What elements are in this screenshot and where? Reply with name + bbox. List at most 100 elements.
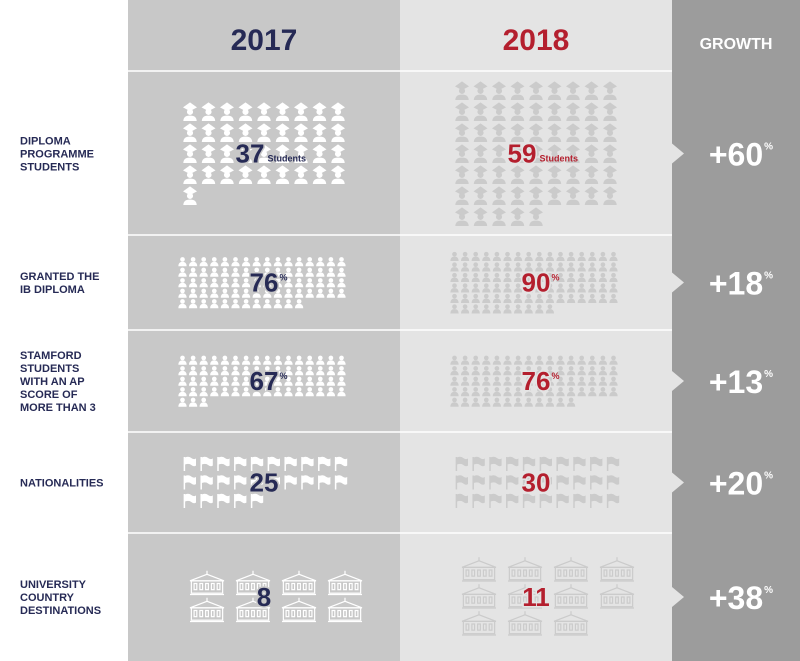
graduate-icon bbox=[547, 144, 562, 163]
person-icon bbox=[492, 387, 502, 397]
person-icon bbox=[284, 355, 293, 365]
flag-icon bbox=[556, 493, 569, 508]
person-icon bbox=[337, 257, 346, 267]
person-icon bbox=[535, 366, 544, 376]
person-icon bbox=[188, 288, 198, 298]
university-building-icon bbox=[599, 557, 635, 582]
flag-icon bbox=[606, 475, 620, 490]
graduate-icon bbox=[312, 144, 327, 163]
stat-row: NATIONALITIES 25 30 +20% bbox=[20, 456, 773, 508]
person-icon bbox=[252, 257, 261, 267]
graduate-icon bbox=[455, 123, 469, 142]
person-icon bbox=[316, 257, 325, 267]
row-label-line: IB DIPLOMA bbox=[20, 284, 85, 296]
person-icon bbox=[284, 376, 293, 386]
person-icon bbox=[471, 251, 480, 261]
flag-icon bbox=[217, 475, 230, 490]
person-icon bbox=[492, 293, 502, 303]
graduate-icon bbox=[183, 186, 197, 205]
graduate-icon bbox=[547, 102, 562, 121]
person-icon bbox=[273, 267, 283, 277]
person-icon bbox=[316, 288, 325, 298]
person-icon bbox=[178, 366, 187, 376]
person-icon bbox=[188, 299, 198, 309]
person-icon bbox=[263, 387, 272, 397]
growth-percent-sign: % bbox=[764, 142, 773, 153]
growth-value: +20 bbox=[709, 466, 763, 502]
row-label-line: NATIONALITIES bbox=[20, 478, 104, 490]
person-icon bbox=[588, 366, 597, 376]
person-icon bbox=[241, 387, 251, 397]
person-icon bbox=[577, 251, 586, 261]
person-icon bbox=[450, 304, 459, 314]
person-icon bbox=[598, 387, 608, 397]
person-icon bbox=[577, 387, 586, 397]
flag-icon bbox=[217, 493, 230, 508]
person-icon bbox=[220, 267, 230, 277]
person-icon bbox=[241, 267, 251, 277]
person-icon bbox=[284, 278, 293, 288]
university-building-icon bbox=[553, 584, 589, 609]
flag-icon bbox=[318, 456, 331, 471]
person-icon bbox=[273, 257, 283, 267]
person-icon bbox=[556, 272, 565, 282]
person-icon bbox=[199, 387, 208, 397]
person-icon bbox=[178, 257, 187, 267]
person-icon bbox=[326, 278, 336, 288]
row-label-line: STUDENTS bbox=[20, 363, 79, 375]
value-2018: 11 bbox=[522, 582, 550, 612]
person-icon bbox=[566, 272, 576, 282]
flag-icon bbox=[217, 456, 230, 471]
graduate-icon bbox=[510, 81, 525, 100]
person-icon bbox=[535, 262, 544, 272]
graduate-icon bbox=[492, 186, 506, 205]
person-icon bbox=[524, 272, 533, 282]
graduate-icon bbox=[510, 123, 525, 142]
person-icon bbox=[535, 251, 544, 261]
person-icon bbox=[513, 304, 523, 314]
person-icon bbox=[263, 278, 272, 288]
icons-2017 bbox=[183, 456, 348, 508]
person-icon bbox=[450, 397, 459, 407]
icons-2018 bbox=[455, 81, 617, 226]
person-icon bbox=[503, 283, 512, 293]
value-2018: 30 bbox=[522, 468, 551, 498]
graduate-icon bbox=[510, 144, 525, 163]
graduate-icon bbox=[331, 123, 345, 142]
flag-icon bbox=[334, 456, 348, 471]
person-icon bbox=[556, 376, 565, 386]
flag-icon bbox=[301, 456, 314, 471]
person-icon bbox=[252, 299, 261, 309]
person-icon bbox=[545, 387, 555, 397]
person-icon bbox=[492, 397, 502, 407]
person-icon bbox=[273, 355, 283, 365]
graduate-icon bbox=[257, 165, 271, 184]
person-icon bbox=[566, 397, 576, 407]
university-building-icon bbox=[553, 611, 589, 636]
person-icon bbox=[199, 278, 208, 288]
graduate-icon bbox=[473, 81, 488, 100]
person-icon bbox=[460, 397, 470, 407]
person-icon bbox=[535, 355, 544, 365]
graduate-icon bbox=[492, 81, 506, 100]
person-icon bbox=[199, 257, 208, 267]
person-icon bbox=[294, 278, 304, 288]
person-icon bbox=[450, 283, 459, 293]
person-icon bbox=[535, 293, 544, 303]
university-building-icon bbox=[507, 611, 543, 636]
person-icon bbox=[294, 257, 304, 267]
person-icon bbox=[545, 293, 555, 303]
flag-icon bbox=[489, 493, 502, 508]
university-building-icon bbox=[599, 584, 635, 609]
growth-value: +38 bbox=[709, 580, 763, 616]
person-icon bbox=[513, 376, 523, 386]
flag-icon bbox=[234, 456, 247, 471]
person-icon bbox=[450, 262, 459, 272]
header-growth: GROWTH bbox=[700, 36, 773, 53]
flag-icon bbox=[573, 456, 586, 471]
person-icon bbox=[492, 262, 502, 272]
person-icon bbox=[460, 293, 470, 303]
person-icon bbox=[263, 299, 272, 309]
